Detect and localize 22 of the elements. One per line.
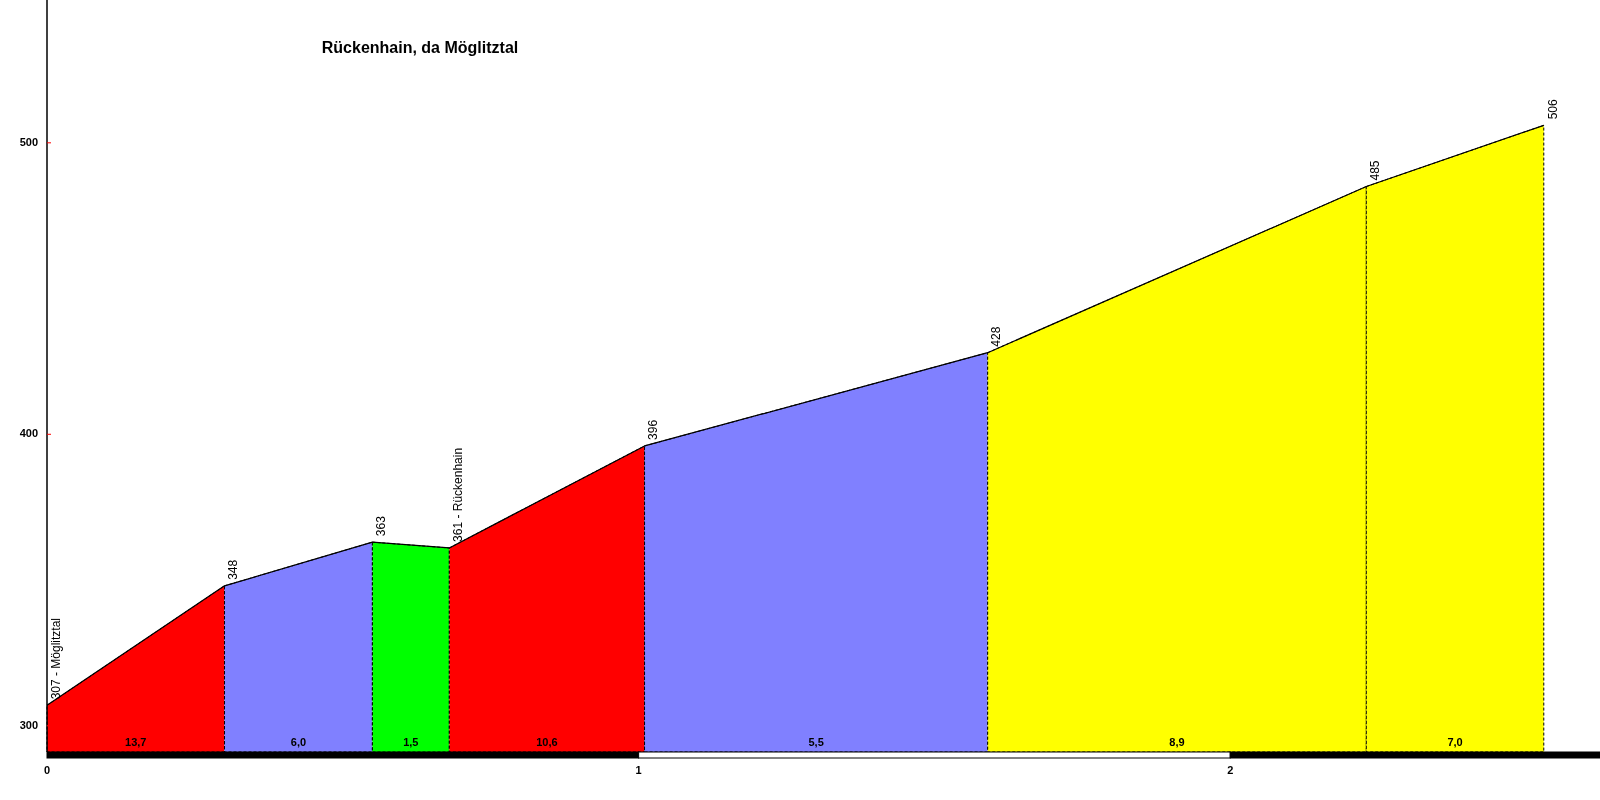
data-label: 485: [1368, 160, 1383, 181]
annotation: 1,5: [403, 736, 419, 748]
x-tick-label: 0: [43, 764, 51, 776]
annotation: 5,5: [808, 736, 824, 748]
data-label: 506: [1545, 98, 1560, 120]
annotation: 10,6: [536, 736, 558, 748]
data-label: 396: [646, 419, 661, 440]
y-tick-label: 400: [19, 427, 38, 440]
annotation: 6,0: [290, 736, 307, 748]
annotation: 8,9: [1169, 736, 1185, 748]
annotation: 7,0: [1447, 736, 1463, 748]
data-label: 428: [989, 326, 1004, 347]
x-tick-label: 1: [635, 764, 642, 776]
x-tick-label: 2: [1227, 764, 1234, 776]
annotation: 13,7: [125, 736, 147, 748]
y-tick-label: 300: [19, 718, 38, 731]
text: Rückenhain, da Möglitztal: [321, 39, 519, 56]
data-label: 307 - Möglitztal: [48, 617, 63, 700]
y-tick-label: 500: [19, 135, 38, 148]
data-label: 348: [226, 559, 241, 580]
data-label: 363: [374, 515, 389, 537]
data-label: 361 - Rückenhain: [451, 447, 466, 542]
